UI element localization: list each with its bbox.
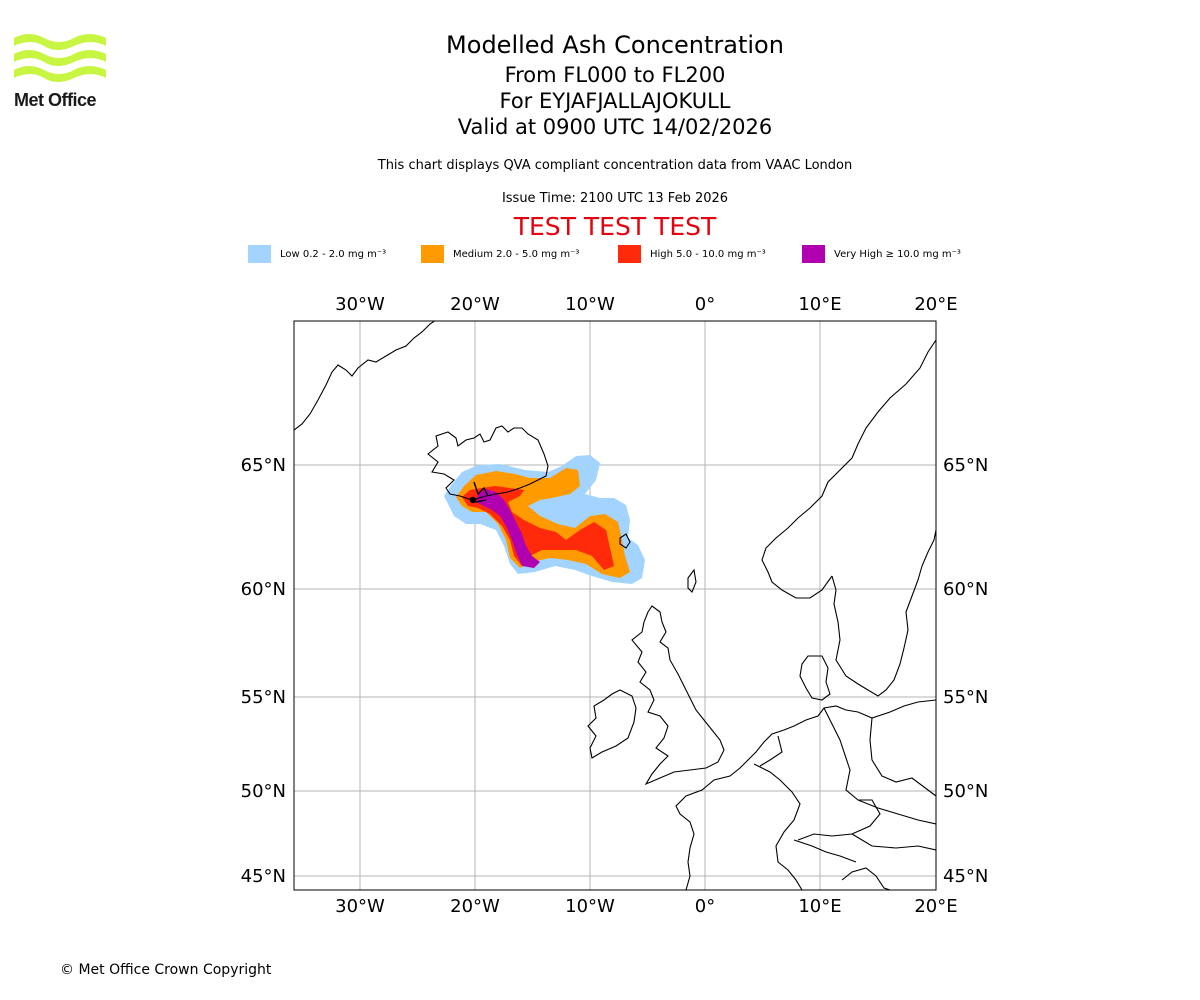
lon-label-bottom: 0° <box>695 896 715 917</box>
shetland-islands <box>687 568 697 593</box>
lat-label-left: 55°N <box>241 687 286 708</box>
legend-label-high: High 5.0 - 10.0 mg m⁻³ <box>650 248 766 260</box>
austria-border <box>851 833 936 851</box>
lon-label-top: 10°W <box>565 294 615 315</box>
legend-label-very-high: Very High ≥ 10.0 mg m⁻³ <box>834 248 961 260</box>
lat-label-right: 45°N <box>943 866 988 887</box>
switzerland-border <box>793 839 857 863</box>
legend-item-high: High 5.0 - 10.0 mg m⁻³ <box>618 244 766 264</box>
lon-label-top: 0° <box>695 294 715 315</box>
germany-border <box>797 707 881 841</box>
page-title: Modelled Ash Concentration <box>446 31 784 59</box>
volcano-marker <box>469 481 489 504</box>
faroe-islands <box>619 533 631 549</box>
legend-swatch-medium <box>421 245 444 263</box>
lat-label-right: 55°N <box>943 687 988 708</box>
lon-label-top: 20°W <box>450 294 500 315</box>
italy-coast <box>841 867 891 890</box>
copyright: © Met Office Crown Copyright <box>60 962 272 978</box>
legend-item-low: Low 0.2 - 2.0 mg m⁻³ <box>248 244 386 264</box>
legend-swatch-very-high <box>802 245 825 263</box>
valid-time: Valid at 0900 UTC 14/02/2026 <box>457 115 773 139</box>
czech-border <box>857 799 936 825</box>
poland-border <box>869 717 936 797</box>
chart-description: This chart displays QVA compliant concen… <box>377 158 853 173</box>
lon-label-top: 10°E <box>798 294 841 315</box>
denmark-coast <box>799 655 831 701</box>
coastlines <box>294 321 936 890</box>
lon-label-top: 30°W <box>335 294 385 315</box>
title-block: Modelled Ash Concentration From FL000 to… <box>315 30 915 140</box>
lat-label-left: 65°N <box>241 455 286 476</box>
norway-coast <box>761 339 936 599</box>
france-border <box>753 763 803 890</box>
continental-europe-coast <box>675 699 936 890</box>
ireland-coast <box>587 689 637 759</box>
graticule <box>294 321 936 890</box>
met-office-logo: Met Office <box>14 30 114 112</box>
map-frame <box>293 320 937 891</box>
legend-item-very-high: Very High ≥ 10.0 mg m⁻³ <box>802 244 961 264</box>
legend-item-medium: Medium 2.0 - 5.0 mg m⁻³ <box>421 244 579 264</box>
flight-levels: From FL000 to FL200 <box>504 63 726 87</box>
lat-label-left: 45°N <box>241 866 286 887</box>
lat-label-left: 60°N <box>241 579 286 600</box>
lat-label-right: 65°N <box>943 455 988 476</box>
lon-label-bottom: 30°W <box>335 896 385 917</box>
test-banner: TEST TEST TEST <box>513 212 717 241</box>
netherlands-border <box>759 735 783 767</box>
lat-label-right: 50°N <box>943 781 988 802</box>
lat-label-right: 60°N <box>943 579 988 600</box>
lon-label-bottom: 20°W <box>450 896 500 917</box>
lon-label-bottom: 10°W <box>565 896 615 917</box>
great-britain-coast <box>631 605 725 786</box>
logo-text: Met Office <box>14 90 97 110</box>
lon-label-top: 20°E <box>914 294 957 315</box>
met-office-wave-icon <box>14 34 106 82</box>
iceland-coast <box>427 425 549 501</box>
legend-label-low: Low 0.2 - 2.0 mg m⁻³ <box>280 248 387 260</box>
lon-label-bottom: 20°E <box>914 896 957 917</box>
sweden-coast <box>831 529 936 697</box>
ash-very-high-region <box>476 489 540 568</box>
legend-swatch-low <box>248 245 271 263</box>
ash-plume <box>444 455 645 584</box>
volcano-name: For EYJAFJALLAJOKULL <box>499 89 731 113</box>
legend-label-medium: Medium 2.0 - 5.0 mg m⁻³ <box>453 248 580 260</box>
greenland-coast <box>294 321 436 431</box>
legend-swatch-high <box>618 245 641 263</box>
issue-time: Issue Time: 2100 UTC 13 Feb 2026 <box>501 191 729 206</box>
lat-label-left: 50°N <box>241 781 286 802</box>
lon-label-bottom: 10°E <box>798 896 841 917</box>
